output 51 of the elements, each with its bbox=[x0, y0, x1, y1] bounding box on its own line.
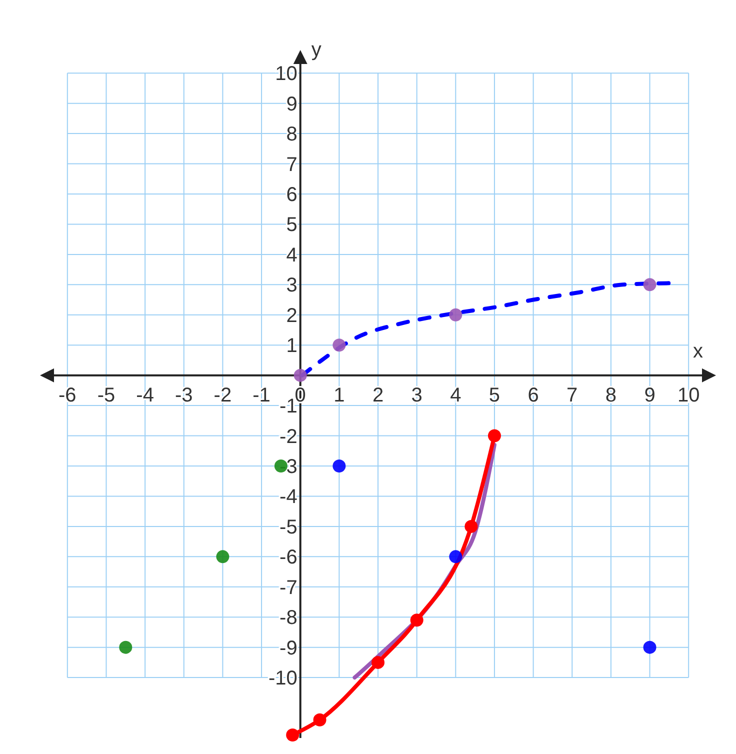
y-tick-label: 9 bbox=[286, 93, 298, 116]
x-tick-label: 8 bbox=[605, 384, 617, 406]
y-tick-label: -4 bbox=[280, 486, 298, 508]
x-tick-label: -5 bbox=[97, 384, 116, 406]
point bbox=[332, 460, 346, 472]
point bbox=[449, 308, 462, 322]
y-tick-label: -10 bbox=[268, 668, 298, 690]
x-tick-label: -3 bbox=[174, 384, 193, 406]
point bbox=[449, 550, 462, 564]
y-tick-label: -2 bbox=[280, 426, 298, 448]
y-tick-label: 6 bbox=[286, 184, 298, 206]
point bbox=[119, 640, 132, 654]
y-tick-label: 1 bbox=[286, 335, 298, 358]
point bbox=[286, 728, 300, 742]
x-tick-label: 7 bbox=[566, 384, 578, 406]
x-axis-title: x bbox=[693, 340, 703, 362]
x-tick-label: 6 bbox=[528, 384, 539, 406]
point bbox=[410, 614, 424, 627]
point bbox=[488, 429, 501, 442]
y-axis-title: y bbox=[311, 39, 322, 61]
y-tick-label: -8 bbox=[280, 607, 298, 630]
point bbox=[372, 656, 384, 669]
y-tick-label: 2 bbox=[286, 304, 298, 327]
x-tick-label: 5 bbox=[488, 384, 500, 406]
x-tick-label: 1 bbox=[334, 384, 345, 406]
point bbox=[313, 713, 326, 726]
point bbox=[643, 640, 656, 654]
y-tick-label: 7 bbox=[286, 154, 298, 176]
x-tick-label: 9 bbox=[644, 384, 656, 406]
y-tick-label: -7 bbox=[280, 576, 298, 599]
x-tick-label: -6 bbox=[58, 384, 76, 406]
y-tick-label: 8 bbox=[286, 124, 298, 146]
y-tick-label: -5 bbox=[280, 516, 298, 538]
x-tick-label: -4 bbox=[136, 384, 154, 406]
x-tick-label: 2 bbox=[372, 384, 384, 406]
point bbox=[332, 338, 346, 352]
point bbox=[643, 278, 656, 292]
x-tick-label: -2 bbox=[214, 384, 232, 406]
y-tick-label: -9 bbox=[280, 637, 298, 660]
y-tick-label: 5 bbox=[286, 214, 298, 236]
x-tick-label: 4 bbox=[450, 384, 462, 406]
point bbox=[464, 520, 478, 533]
x-tick-label: 3 bbox=[411, 384, 422, 406]
y-tick-label: 10 bbox=[275, 63, 298, 86]
y-tick-label: 3 bbox=[286, 274, 298, 297]
point bbox=[216, 550, 230, 564]
point bbox=[294, 368, 307, 382]
y-tick-label: 4 bbox=[286, 244, 298, 266]
y-tick-label: -6 bbox=[280, 546, 298, 569]
x-tick-label: -1 bbox=[252, 384, 270, 406]
x-tick-label: 10 bbox=[677, 384, 700, 406]
